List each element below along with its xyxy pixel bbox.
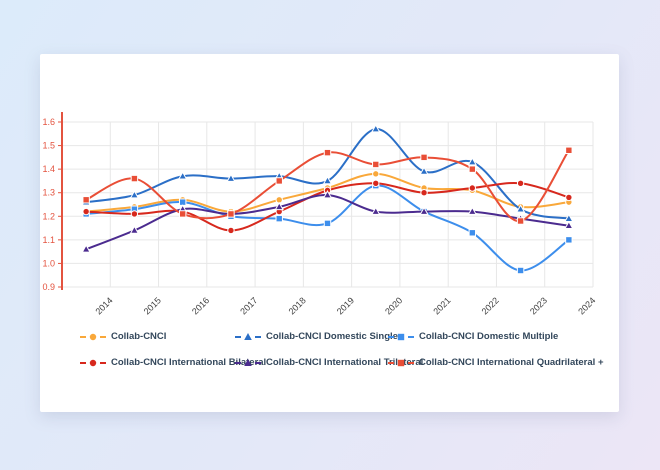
data-point-marker (129, 225, 140, 234)
legend-label: Collab-CNCI International Quadrilateral … (419, 357, 604, 368)
data-point-marker (81, 244, 91, 253)
x-tick-label: 2016 (190, 295, 211, 316)
data-point-marker (130, 210, 139, 218)
data-point-marker (371, 206, 381, 215)
series-international-quadrilateral (82, 146, 573, 225)
legend-marker-square-icon (388, 359, 414, 367)
legend-label: Collab-CNCI International Trilateral (266, 357, 424, 368)
data-point-marker (468, 229, 477, 237)
x-tick-label: 2022 (480, 295, 501, 316)
legend-item-international-quadrilateral[interactable]: Collab-CNCI International Quadrilateral … (388, 357, 604, 369)
series-domestic-single (81, 124, 574, 222)
data-point-marker (372, 179, 380, 187)
x-tick-label: 2021 (431, 295, 452, 316)
data-point-marker (467, 206, 477, 215)
data-point-marker (275, 214, 283, 223)
legend-label: Collab-CNCI (111, 331, 167, 342)
y-tick-label: 1.6 (42, 117, 55, 127)
legend-marker-square-icon (388, 333, 414, 341)
data-point-marker (372, 160, 380, 169)
data-point-marker (420, 153, 428, 162)
data-point-marker (564, 220, 574, 230)
y-tick-label: 1.0 (42, 258, 55, 268)
legend-marker-circle-icon (80, 359, 106, 367)
chart-card: 0.9 1.0 1.1 1.2 1.3 1.4 1.5 1.6 2014 2015 2016 2017… (40, 54, 619, 412)
legend-item-international-trilateral[interactable]: Collab-CNCI International Trilateral (235, 357, 423, 369)
y-tick-label: 1.2 (42, 211, 55, 221)
x-tick-label: 2014 (93, 295, 114, 316)
data-point-marker (275, 177, 283, 185)
data-point-marker (82, 196, 90, 204)
data-point-marker (468, 165, 477, 173)
data-point-marker (323, 219, 332, 228)
data-point-marker (371, 124, 381, 133)
data-point-marker (322, 175, 333, 185)
y-tick-label: 1.4 (42, 164, 55, 174)
legend-marker-circle-icon (80, 333, 106, 341)
y-tick-label: 1.1 (42, 235, 55, 245)
legend-item-collab-cnci[interactable]: Collab-CNCI (80, 331, 166, 343)
data-point-marker (322, 190, 333, 199)
data-point-marker (565, 146, 573, 154)
y-tick-label: 1.5 (42, 141, 55, 151)
data-point-marker (515, 204, 526, 213)
legend-label: Collab-CNCI Domestic Multiple (419, 331, 559, 342)
x-tick-label: 2020 (383, 295, 404, 316)
data-point-marker (82, 207, 90, 216)
y-tick-label: 0.9 (42, 282, 55, 292)
y-axis: 0.9 1.0 1.1 1.2 1.3 1.4 1.5 1.6 (42, 112, 63, 292)
x-tick-label: 2018 (287, 295, 308, 316)
x-tick-label: 2019 (335, 295, 356, 316)
x-tick-label: 2015 (142, 295, 163, 316)
legend-item-domestic-multiple[interactable]: Collab-CNCI Domestic Multiple (388, 331, 558, 343)
legend-item-domestic-single[interactable]: Collab-CNCI Domestic Single (235, 331, 398, 343)
data-point-marker (130, 174, 139, 183)
data-point-marker (178, 210, 187, 218)
x-tick-label: 2023 (528, 295, 549, 316)
x-tick-label: 2024 (576, 295, 597, 316)
series-international-trilateral (81, 190, 574, 253)
data-point-marker (516, 179, 525, 187)
legend-label: Collab-CNCI Domestic Single (266, 331, 398, 342)
legend-marker-triangle-icon (235, 359, 261, 366)
y-tick-label: 1.3 (42, 188, 55, 198)
legend-label: Collab-CNCI International Bilateral (111, 357, 267, 368)
data-point-marker (565, 193, 573, 202)
data-point-marker (129, 190, 140, 199)
data-point-marker (227, 226, 235, 235)
data-point-marker (565, 236, 573, 244)
x-tick-label: 2017 (238, 295, 259, 316)
series-line-domestic-single (85, 128, 570, 220)
x-axis: 2014 2015 2016 2017 2018 2019 2020 2021 2022 2023… (93, 295, 597, 316)
data-point-marker (516, 217, 525, 225)
data-point-marker (226, 173, 236, 182)
data-point-marker (468, 184, 477, 192)
line-chart: 0.9 1.0 1.1 1.2 1.3 1.4 1.5 1.6 2014 2015 2016 2017… (42, 112, 597, 317)
data-point-marker (420, 189, 428, 197)
data-point-marker (516, 266, 525, 275)
data-point-marker (323, 148, 332, 157)
data-point-marker (227, 210, 235, 218)
data-point-marker (467, 157, 477, 166)
data-point-marker (372, 170, 380, 178)
data-point-marker (274, 201, 284, 211)
legend-marker-triangle-icon (235, 333, 261, 340)
data-point-marker (419, 166, 429, 175)
data-point-marker (419, 206, 429, 215)
legend-item-international-bilateral[interactable]: Collab-CNCI International Bilateral (80, 357, 266, 369)
data-point-marker (178, 171, 188, 180)
